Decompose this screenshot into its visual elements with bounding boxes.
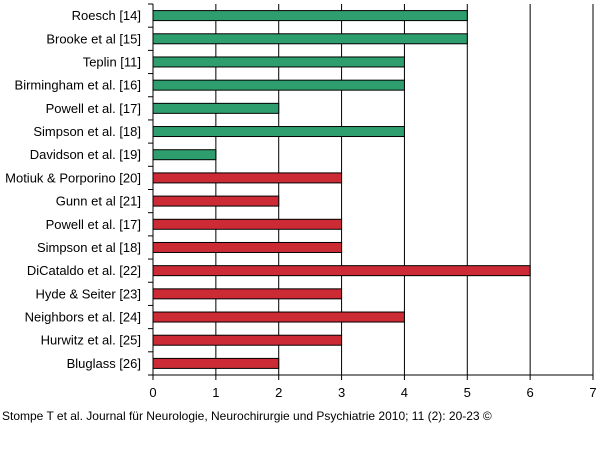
bar-8 — [152, 195, 280, 207]
x-tick-label-2: 2 — [275, 385, 282, 400]
x-tick-label-3: 3 — [338, 385, 345, 400]
bar-6 — [152, 149, 217, 161]
category-labels: Roesch [14] Brooke et al [15] Teplin [11] B… — [5, 8, 141, 371]
category-label-13: Neighbors et al. [24] — [25, 310, 141, 325]
bar-2 — [152, 56, 405, 68]
category-label-14: Hurwitz et al. [25] — [41, 333, 141, 348]
bar-5 — [152, 126, 405, 138]
bar-12 — [152, 288, 343, 300]
axes — [148, 3, 594, 380]
category-label-7: Motiuk & Porporino [20] — [5, 170, 141, 185]
bar-10 — [152, 241, 343, 253]
category-label-15: Bluglass [26] — [67, 356, 141, 371]
bar-3 — [152, 79, 405, 91]
bar-1 — [152, 33, 468, 45]
category-label-2: Teplin [11] — [83, 54, 141, 69]
category-label-5: Simpson et al. [18] — [33, 124, 141, 139]
category-label-10: Simpson et al [18] — [37, 240, 141, 255]
bar-15 — [152, 357, 280, 369]
category-label-0: Roesch [14] — [72, 8, 141, 23]
category-label-3: Birmingham et al. [16] — [15, 78, 141, 93]
x-tick-label-7: 7 — [589, 385, 596, 400]
category-label-4: Powell et al. [17] — [46, 101, 141, 116]
x-tick-label-4: 4 — [401, 385, 408, 400]
bar-0 — [152, 10, 468, 22]
category-label-9: Powell et al. [17] — [46, 217, 141, 232]
x-tick-label-1: 1 — [212, 385, 219, 400]
bar-14 — [152, 334, 343, 346]
category-label-12: Hyde & Seiter [23] — [36, 286, 142, 301]
category-label-11: DiCataldo et al. [22] — [27, 263, 141, 278]
bar-chart: Roesch [14] Brooke et al [15] Teplin [11] B… — [5, 3, 597, 400]
category-label-8: Gunn et al [21] — [56, 194, 141, 209]
x-tick-label-6: 6 — [527, 385, 534, 400]
category-label-1: Brooke et al [15] — [46, 31, 141, 46]
category-label-6: Davidson et al. [19] — [30, 147, 141, 162]
x-tick-label-5: 5 — [464, 385, 471, 400]
bar-4 — [152, 102, 280, 114]
x-tick-labels: 0 1 2 3 4 5 6 7 — [149, 385, 596, 400]
x-tick-label-0: 0 — [149, 385, 156, 400]
bar-7 — [152, 172, 343, 184]
bar-11 — [152, 265, 531, 277]
figure-caption: Stompe T et al. Journal für Neurologie, … — [2, 409, 492, 423]
bar-9 — [152, 218, 343, 230]
bar-13 — [152, 311, 405, 323]
